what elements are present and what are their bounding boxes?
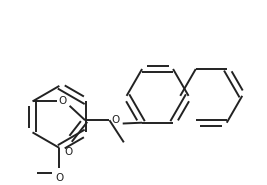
Text: O: O: [59, 96, 67, 106]
Text: O: O: [55, 173, 64, 183]
Text: O: O: [64, 147, 73, 157]
Text: O: O: [111, 115, 120, 125]
